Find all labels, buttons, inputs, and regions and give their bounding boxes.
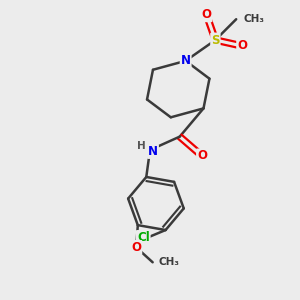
Text: O: O [131, 241, 141, 254]
Text: O: O [202, 8, 212, 21]
Text: CH₃: CH₃ [159, 257, 180, 267]
Text: CH₃: CH₃ [244, 14, 265, 24]
Text: N: N [181, 54, 191, 67]
Text: S: S [211, 34, 220, 46]
Text: O: O [197, 149, 207, 162]
Text: Cl: Cl [137, 231, 150, 244]
Text: N: N [148, 145, 158, 158]
Text: H: H [137, 141, 146, 152]
Text: O: O [237, 40, 247, 52]
